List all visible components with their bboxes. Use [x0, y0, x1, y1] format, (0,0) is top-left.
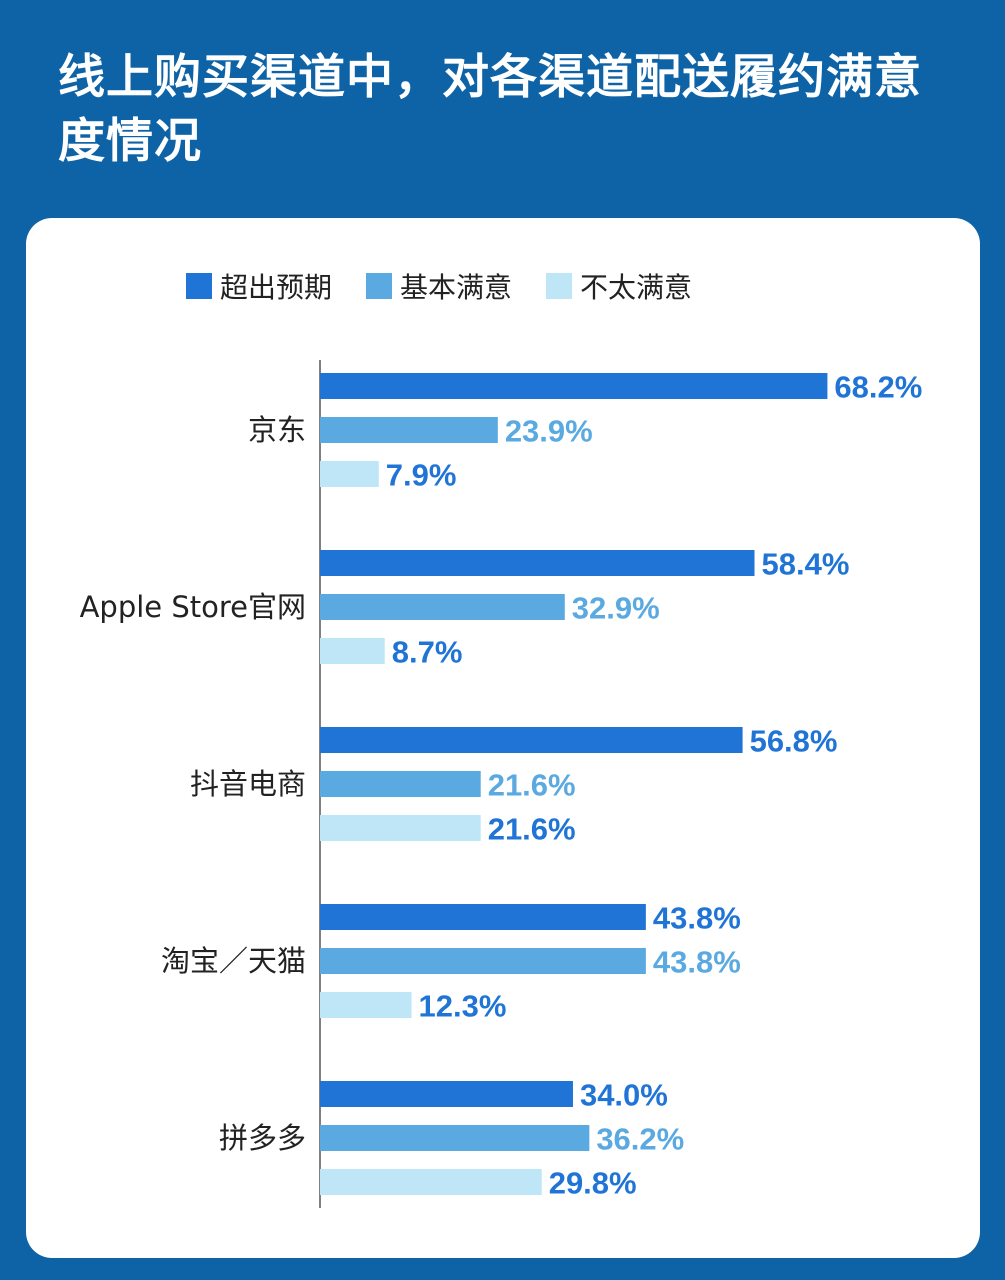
bar-chart: 京东 68.2% 23.9% 7.9% Apple Store官网 58.4% 32.9% 8… — [80, 360, 922, 1208]
data-label: 56.8% — [750, 724, 838, 759]
data-label: 7.9% — [386, 458, 457, 493]
bar — [320, 638, 385, 664]
data-label: 23.9% — [505, 414, 593, 449]
legend-label-0: 超出预期 — [220, 271, 333, 304]
bar — [320, 461, 379, 487]
category-label: Apple Store官网 — [80, 590, 306, 624]
bar — [320, 992, 412, 1018]
category-label: 拼多多 — [219, 1121, 306, 1155]
bar — [320, 1081, 573, 1107]
chart-card: 超出预期 基本满意 不太满意 京东 68.2% 23.9% 7.9% Apple Sto… — [26, 218, 980, 1258]
data-label: 21.6% — [488, 812, 576, 847]
bar — [320, 815, 481, 841]
data-label: 32.9% — [572, 591, 660, 626]
category-label: 京东 — [248, 413, 306, 447]
data-label: 43.8% — [653, 945, 741, 980]
bar — [320, 550, 755, 576]
bar — [320, 771, 481, 797]
bar — [320, 1169, 542, 1195]
legend-item-1: 基本满意 — [366, 266, 512, 306]
bar — [320, 1125, 590, 1151]
data-label: 29.8% — [549, 1166, 637, 1201]
legend-item-0: 超出预期 — [186, 266, 332, 306]
data-label: 43.8% — [653, 901, 741, 936]
page-title: 线上购买渠道中，对各渠道配送履约满意度情况 — [58, 50, 922, 169]
legend-item-2: 不太满意 — [546, 266, 692, 306]
bar — [320, 373, 828, 399]
bar — [320, 594, 565, 620]
data-label: 68.2% — [834, 370, 922, 405]
legend-swatch-1 — [366, 273, 393, 299]
legend-swatch-2 — [546, 273, 573, 299]
legend: 超出预期 基本满意 不太满意 — [186, 258, 726, 314]
legend-label-2: 不太满意 — [580, 271, 693, 304]
data-label: 8.7% — [392, 635, 463, 670]
legend-label-1: 基本满意 — [400, 271, 513, 304]
data-label: 34.0% — [580, 1078, 668, 1113]
bar — [320, 904, 646, 930]
data-label: 36.2% — [596, 1122, 684, 1157]
bar — [320, 727, 743, 753]
data-label: 12.3% — [419, 989, 507, 1024]
bar — [320, 948, 646, 974]
category-label: 淘宝／天猫 — [161, 944, 306, 978]
category-label: 抖音电商 — [190, 767, 306, 801]
legend-swatch-0 — [186, 273, 212, 299]
data-label: 21.6% — [488, 768, 576, 803]
bar — [320, 417, 498, 443]
data-label: 58.4% — [761, 547, 849, 582]
